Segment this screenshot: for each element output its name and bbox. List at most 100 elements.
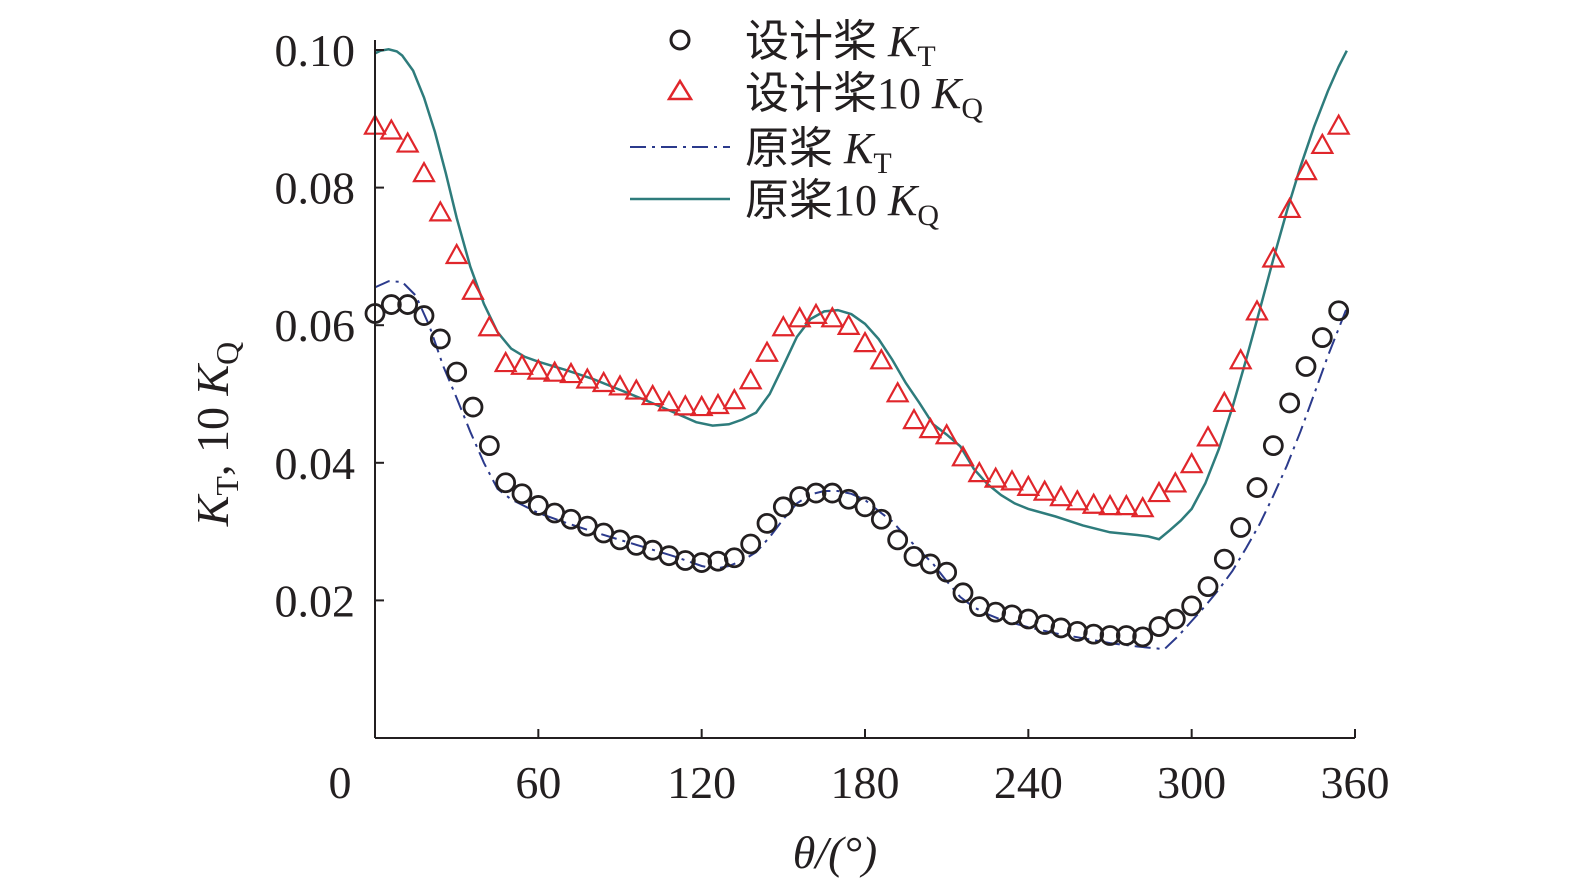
data-point-triangle (1196, 425, 1220, 447)
legend-circle-marker (669, 29, 691, 51)
legend-label-orig-kt: 原桨 KT (745, 124, 892, 180)
data-point-triangle (1049, 484, 1073, 507)
data-point-triangle (591, 370, 616, 393)
x-tick-label: 300 (1157, 757, 1226, 808)
data-point-triangle (820, 306, 845, 328)
data-point-circle (1246, 477, 1268, 498)
data-point-circle (1311, 327, 1333, 348)
legend-label-design-kq: 设计桨10 KQ (745, 69, 983, 125)
data-point-triangle (1212, 390, 1237, 413)
y-title-mid: , 10 (187, 396, 238, 477)
data-point-circle (723, 547, 745, 569)
data-point-triangle (657, 389, 681, 412)
data-point-circle (429, 328, 451, 350)
data-point-triangle (608, 374, 632, 396)
data-point-circle (413, 305, 435, 326)
data-point-triangle (1114, 493, 1139, 516)
data-point-triangle (1326, 113, 1351, 135)
data-point-circle (1132, 626, 1154, 648)
data-point-triangle (1016, 474, 1041, 496)
data-point-triangle (1228, 348, 1253, 370)
data-point-circle (511, 483, 533, 505)
data-point-circle (838, 488, 860, 510)
y-tick-label: 0.10 (275, 25, 356, 76)
data-point-triangle (885, 381, 910, 403)
data-point-triangle (804, 302, 828, 324)
x-tick-label: 240 (994, 757, 1063, 808)
data-point-circle (1295, 356, 1317, 377)
legend-entry-design-kt: 设计桨 KT (669, 17, 936, 73)
data-point-triangle (510, 353, 534, 375)
data-point-circle (674, 550, 696, 571)
series-line-orig-kt (374, 280, 1348, 651)
legend-entry-orig-kq: 原桨10 KQ (630, 176, 939, 232)
data-point-triangle (853, 330, 877, 353)
data-point-circle (478, 435, 500, 457)
data-point-circle (772, 496, 794, 518)
data-point-triangle (1163, 471, 1188, 493)
data-point-triangle (1098, 493, 1122, 516)
data-point-triangle (951, 445, 975, 467)
data-point-circle (1034, 614, 1056, 635)
data-point-triangle (918, 416, 943, 439)
data-point-circle (707, 550, 729, 572)
data-point-circle (495, 472, 517, 494)
data-point-triangle (722, 387, 747, 410)
data-point-triangle (1179, 451, 1204, 474)
y-tick-label: 0.06 (275, 300, 356, 351)
data-point-triangle (1000, 469, 1024, 491)
y-title-k2: K (187, 363, 238, 397)
data-point-circle (740, 533, 762, 555)
data-point-triangle (934, 423, 959, 445)
y-tick-label: 0.08 (275, 163, 356, 214)
data-point-triangle (706, 392, 730, 415)
data-point-circle (1050, 617, 1072, 639)
legend: 设计桨 KT 设计桨10 KQ 原桨 KT 原桨10 KQ (630, 17, 983, 232)
data-point-circle (527, 495, 549, 516)
data-point-triangle (559, 361, 583, 384)
x-tick-label: 120 (667, 757, 736, 808)
data-point-circle (870, 508, 892, 530)
x-axis-title: θ/(°) (793, 827, 877, 878)
data-point-triangle (1277, 196, 1302, 219)
plot-series-markers (363, 113, 1351, 648)
data-point-triangle (1310, 132, 1335, 155)
data-point-circle (1148, 616, 1170, 637)
data-point-circle (1115, 625, 1137, 646)
x-tick-label: 360 (1321, 757, 1390, 808)
data-point-triangle (1261, 246, 1286, 268)
plot-series-lines (374, 48, 1348, 651)
data-point-triangle (673, 394, 698, 416)
data-point-circle (985, 601, 1007, 623)
data-point-circle (397, 294, 419, 315)
data-point-triangle (738, 367, 763, 390)
data-point-triangle (1081, 492, 1106, 514)
data-point-circle (1213, 548, 1235, 570)
data-point-triangle (755, 340, 779, 362)
data-point-triangle (1294, 158, 1318, 181)
data-point-triangle (444, 242, 469, 265)
data-point-circle (1197, 576, 1219, 598)
data-point-triangle (1130, 495, 1155, 518)
y-tick-label: 0.04 (275, 438, 356, 489)
data-point-triangle (787, 306, 812, 328)
data-point-triangle (836, 313, 861, 335)
data-point-triangle (1245, 299, 1269, 321)
data-point-triangle (542, 360, 567, 382)
y-tick-label: 0.02 (275, 575, 356, 626)
data-point-triangle (526, 358, 551, 380)
x-tick-label: 60 (515, 757, 561, 808)
data-point-circle (756, 512, 778, 534)
data-point-triangle (412, 160, 436, 183)
data-point-circle (446, 361, 468, 383)
data-point-circle (380, 294, 402, 315)
data-point-triangle (689, 394, 714, 417)
legend-triangle-marker (666, 78, 694, 101)
tick-labels: 0 60 120 180 240 300 360 0.02 0.04 0.06 0.08 0.10 (275, 25, 1390, 808)
legend-label-orig-kq: 原桨10 KQ (745, 176, 939, 232)
data-point-triangle (869, 348, 894, 370)
data-point-circle (1262, 435, 1284, 457)
legend-entry-orig-kt: 原桨 KT (630, 124, 892, 180)
data-point-circle (462, 396, 484, 418)
